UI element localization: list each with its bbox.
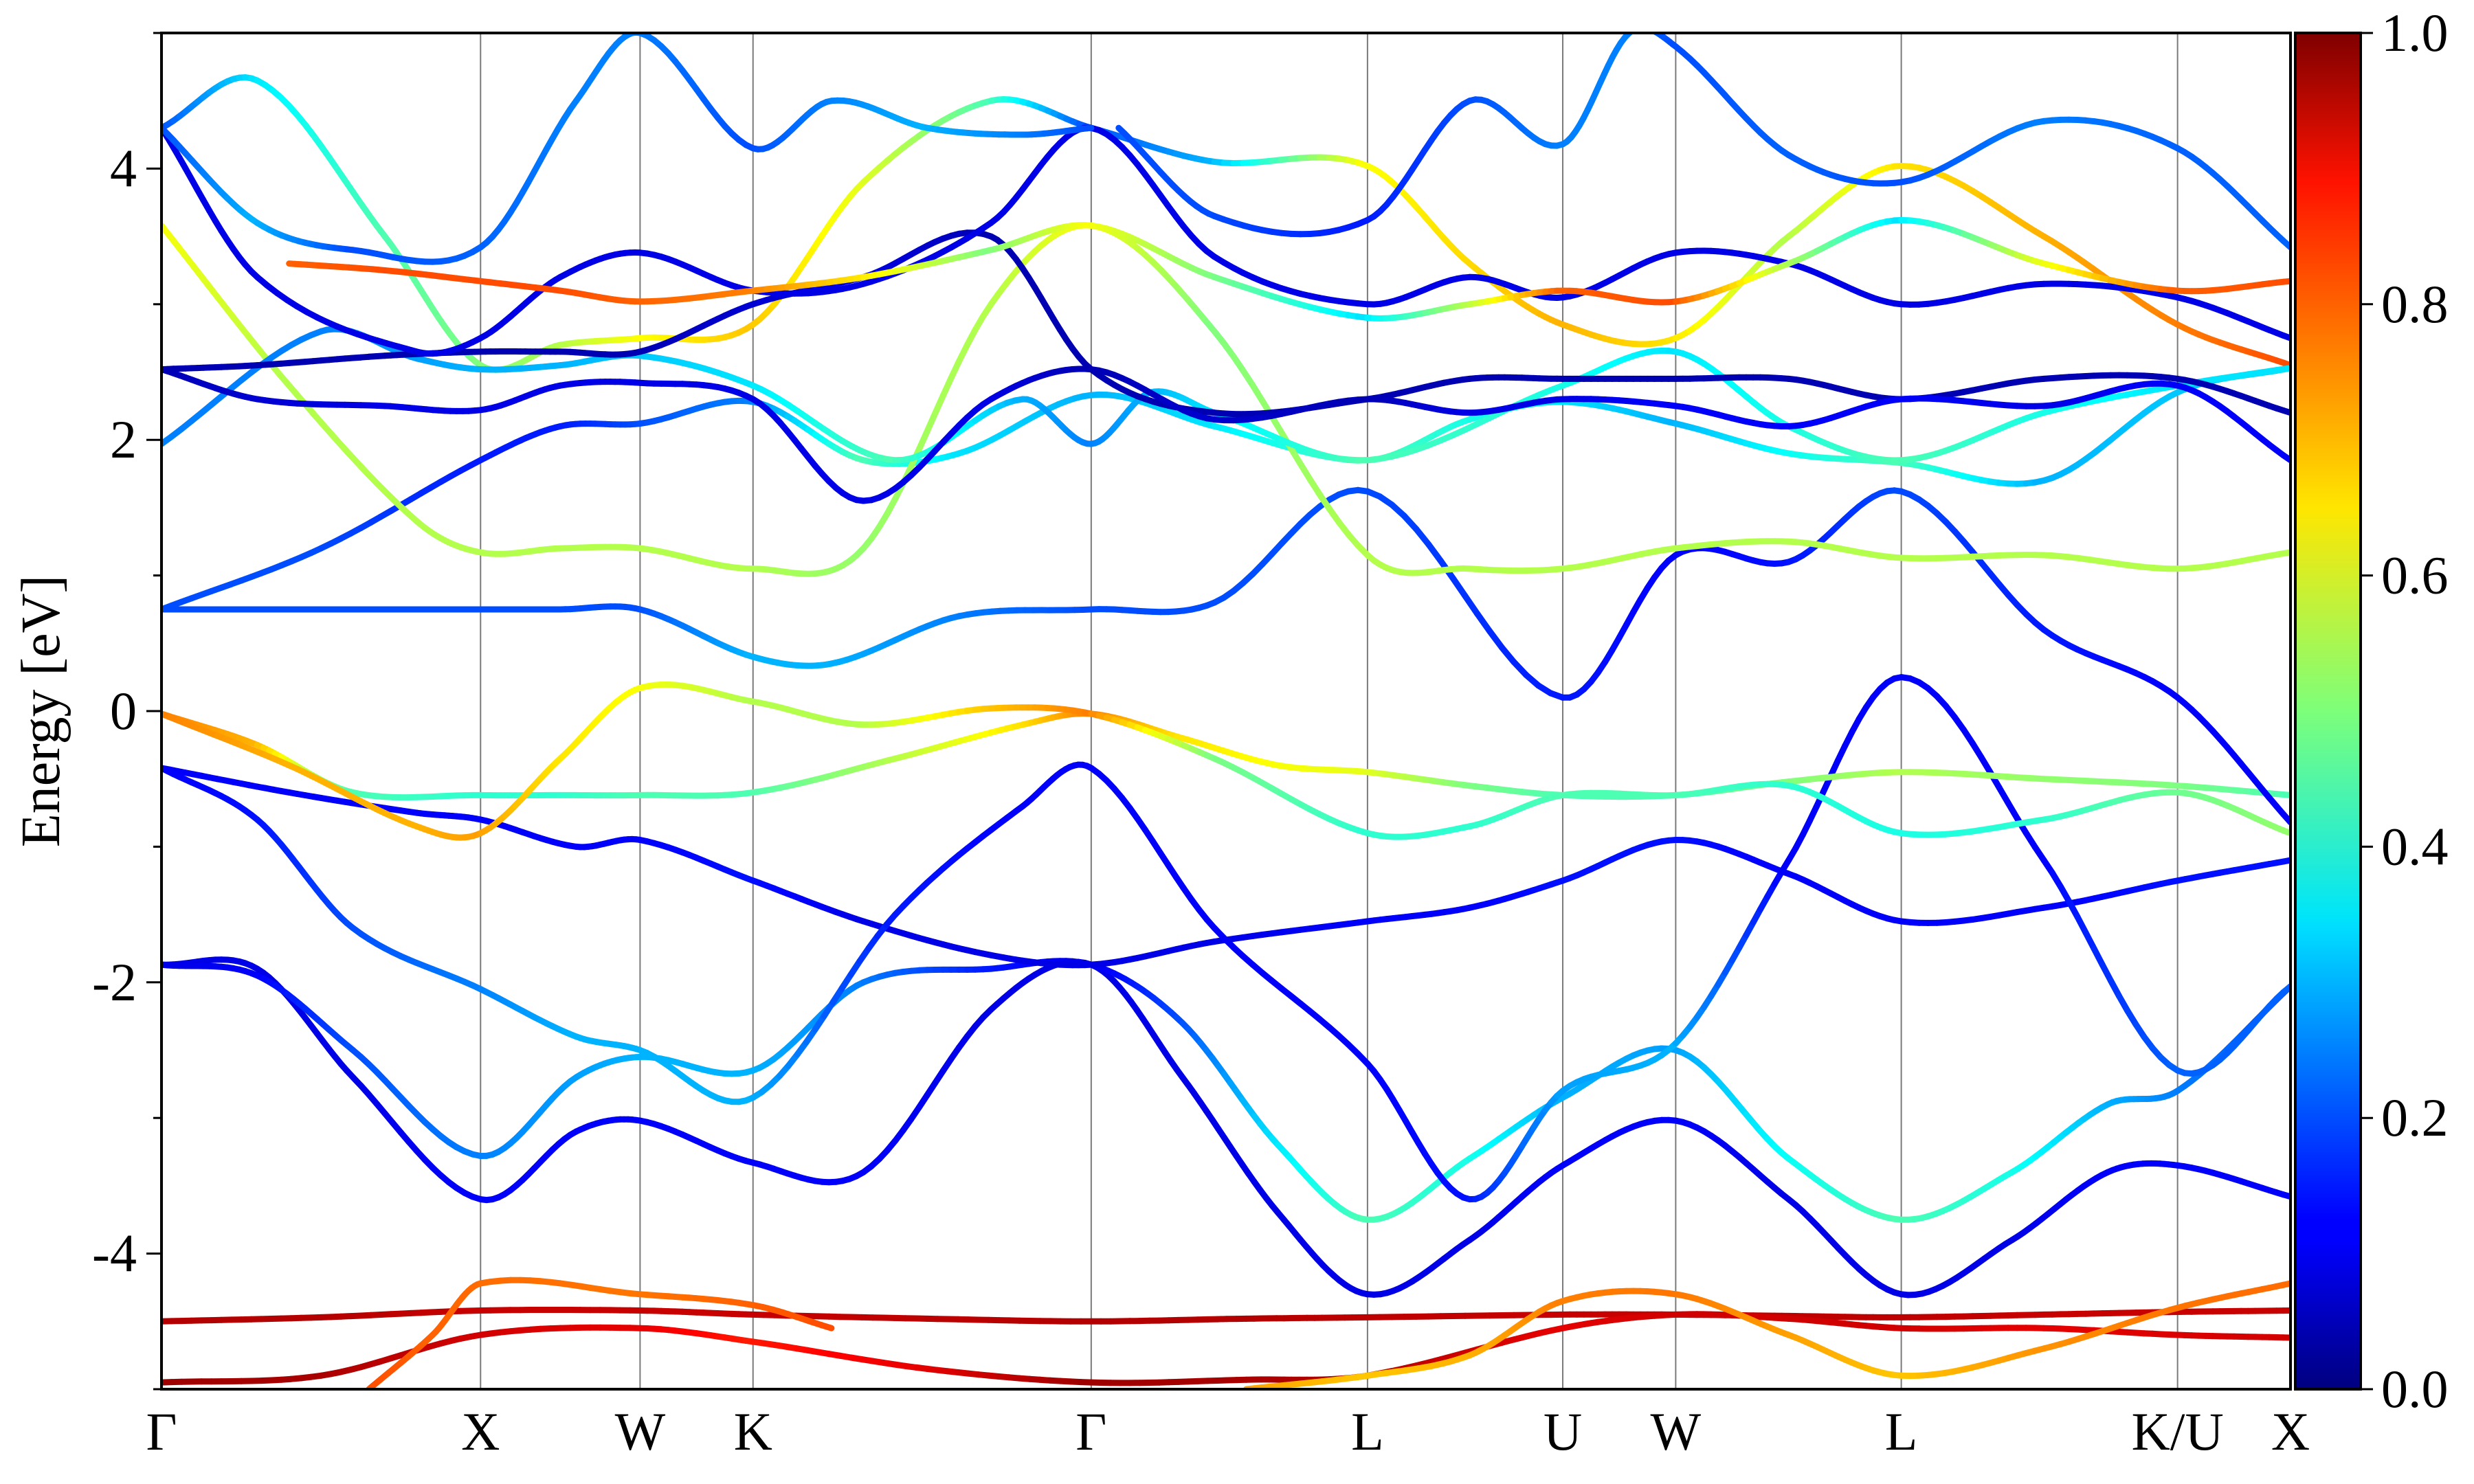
band-line [161,765,2291,969]
band-lines [161,33,2291,1389]
x-tick-label: L [1885,1402,1918,1461]
colorbar-tick-label: 0.6 [2381,546,2449,605]
colorbar-tick-label: 0.4 [2381,816,2449,876]
x-axis: Γ X W K Γ L U W L K/U X [146,1402,2310,1461]
colorbar: 0.0 0.2 0.4 0.6 0.8 1.0 [2294,3,2449,1419]
colorbar-tick-label: 0.2 [2381,1088,2449,1147]
x-tick-label: W [615,1402,666,1461]
band-line [161,124,2291,357]
x-tick-label: L [1351,1402,1384,1461]
band-line [1243,1280,2291,1389]
band-line [161,958,2291,1223]
x-tick-label: U [1544,1402,1582,1461]
colorbar-tick-label: 0.8 [2381,274,2449,334]
x-tick-label: Γ [146,1402,177,1461]
y-tick-label: 2 [110,409,137,469]
y-axis-label: Energy [eV] [11,575,71,847]
x-tick-label: W [1651,1402,1702,1461]
x-tick-label: K [734,1402,772,1461]
band-line [1115,33,2291,251]
colorbar-tick-label: 0.0 [2381,1359,2449,1419]
y-tick-label: -2 [92,952,137,1012]
band-line [161,1311,2291,1386]
band-line [286,216,2291,322]
x-tick-label: X [461,1402,500,1461]
colorbar-gradient [2294,32,2362,1391]
band-line [161,74,2291,373]
y-axis: -4 -2 0 2 4 [92,32,161,1391]
band-line [366,1277,835,1389]
band-line [161,486,2291,826]
y-tick-label: 4 [110,138,137,198]
colorbar-tick-label: 1.0 [2381,3,2449,63]
band-line [161,366,2291,504]
band-line [161,674,2291,1203]
x-tick-label: X [2271,1402,2310,1461]
y-tick-label: -4 [92,1224,137,1283]
high-symmetry-lines [480,33,2178,1389]
x-tick-label: Γ [1076,1402,1106,1461]
band-line [161,229,2291,418]
band-line [161,681,2291,841]
y-tick-label: 0 [110,681,137,741]
x-tick-label: K/U [2131,1402,2223,1461]
band-line [161,222,2291,577]
band-line [161,33,1095,265]
